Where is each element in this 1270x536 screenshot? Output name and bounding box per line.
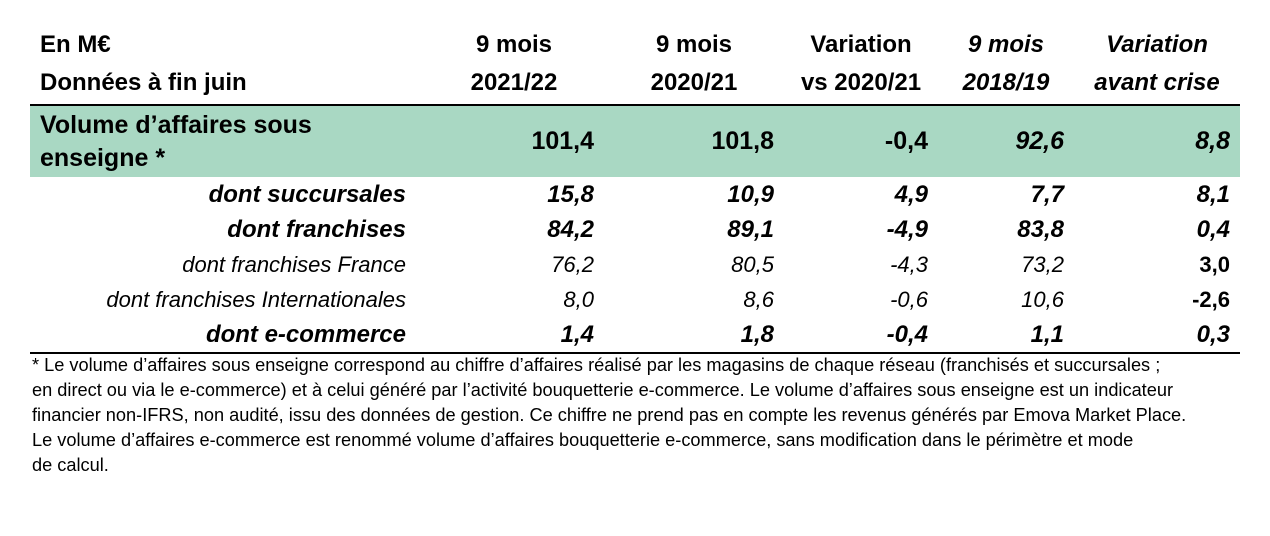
table-cell: 8,1 [1196,180,1230,208]
total-cell: 8,8 [1074,105,1240,177]
row-label: dont franchises France [182,251,406,277]
table-cell: 15,8 [547,180,594,208]
total-cell: 92,6 [938,105,1074,177]
table-cell: 1,1 [1030,320,1064,348]
table-cell: 73,2 [1021,251,1064,277]
header-text: 9 mois [655,31,733,58]
results-table: En M€ Données à fin juin 9 mois 2021/22 9 … [30,24,1240,354]
row-label: dont franchises [227,215,406,243]
table-cell: 83,8 [1017,215,1064,243]
header-text: 9 mois [475,31,553,58]
header-9m-2018-19: 9 mois 2018/19 [938,24,1074,105]
table-cell: 89,1 [727,215,774,243]
table-cell: -2,6 [1192,286,1230,312]
header-text: avant crise [1094,69,1220,96]
table-cell: 10,6 [1021,286,1064,312]
header-text: 2021/22 [470,69,558,96]
total-row: Volume d’affaires sous enseigne * 101,4 1… [30,105,1240,177]
table-row: dont franchises France 76,2 80,5 -4,3 73… [30,247,1240,282]
table-cell: -4,3 [890,251,928,277]
footnote: * Le volume d’affaires sous enseigne cor… [32,353,1247,478]
table-cell: 7,7 [1030,180,1064,208]
table-cell: -0,4 [886,320,928,348]
table-cell: -4,9 [886,215,928,243]
row-label: dont franchises Internationales [106,286,406,312]
header-9m-2020-21: 9 mois 2020/21 [604,24,784,105]
table-cell: 76,2 [551,251,594,277]
header-variation-avant-crise: Variation avant crise [1074,24,1240,105]
total-cell: -0,4 [784,105,938,177]
header-period: Données à fin juin [40,69,247,96]
total-cell: 101,4 [424,105,604,177]
header-text: Variation [810,31,912,58]
label-text: enseigne * [40,143,166,172]
footnote-line: financier non-IFRS, non audité, issu des… [32,405,1187,425]
header-units-period: En M€ Données à fin juin [30,24,424,105]
table-row: dont succursales 15,8 10,9 4,9 7,7 8,1 [30,177,1240,212]
total-row-label: Volume d’affaires sous enseigne * [30,105,424,177]
table-cell: 4,9 [894,180,928,208]
table-cell: 8,0 [563,286,594,312]
header-units: En M€ [40,31,111,58]
table-cell: 1,8 [740,320,774,348]
table-cell: 0,4 [1196,215,1230,243]
table-cell: -0,6 [890,286,928,312]
footnote-line: Le volume d’affaires e-commerce est reno… [32,430,1134,450]
table-cell: 3,0 [1199,251,1230,277]
total-cell: 101,8 [604,105,784,177]
row-label: dont succursales [208,180,406,208]
header-9m-2021-22: 9 mois 2021/22 [424,24,604,105]
header-text: Variation [1106,31,1208,58]
table-cell: 84,2 [547,215,594,243]
table-row: dont e-commerce 1,4 1,8 -0,4 1,1 0,3 [30,317,1240,353]
footnote-line: de calcul. [32,455,109,475]
results-table-container: En M€ Données à fin juin 9 mois 2021/22 9 … [30,24,1240,354]
label-text: Volume d’affaires sous [40,110,312,139]
table-header-row: En M€ Données à fin juin 9 mois 2021/22 9 … [30,24,1240,105]
header-variation-vs-2020-21: Variation vs 2020/21 [784,24,938,105]
row-label: dont e-commerce [205,320,406,348]
header-text: vs 2020/21 [800,69,922,96]
header-text: 2018/19 [962,69,1050,96]
table-cell: 80,5 [731,251,774,277]
table-cell: 8,6 [743,286,774,312]
header-text: 9 mois [967,31,1045,58]
footnote-line: en direct ou via le e-commerce) et à cel… [32,380,1174,400]
table-row: dont franchises Internationales 8,0 8,6 … [30,282,1240,317]
footnote-line: * Le volume d’affaires sous enseigne cor… [32,355,1161,375]
table-cell: 0,3 [1196,320,1230,348]
table-cell: 10,9 [727,180,774,208]
table-cell: 1,4 [560,320,594,348]
header-text: 2020/21 [650,69,738,96]
table-row: dont franchises 84,2 89,1 -4,9 83,8 0,4 [30,212,1240,247]
